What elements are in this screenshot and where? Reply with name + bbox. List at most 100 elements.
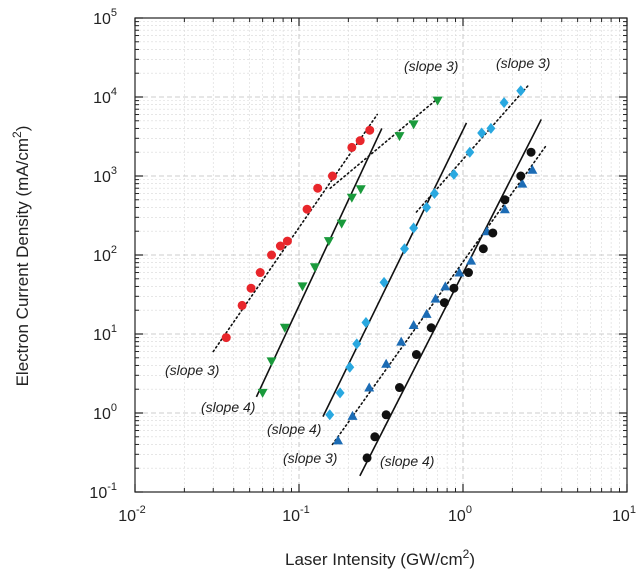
data-point [355, 136, 365, 146]
data-point [365, 125, 375, 135]
data-point [221, 333, 231, 343]
fit-line [331, 145, 547, 446]
data-points [221, 85, 538, 463]
data-point [327, 171, 337, 181]
data-point [466, 255, 477, 265]
data-point [381, 410, 391, 420]
y-tick-exponent: 2 [111, 244, 117, 256]
tick-marks [134, 17, 628, 493]
data-point [408, 319, 419, 329]
data-point [409, 222, 419, 234]
y-tick-exponent: 5 [111, 7, 117, 19]
x-tick-exponent: -1 [300, 504, 310, 516]
x-tick-exponent: -2 [136, 504, 146, 516]
data-point [347, 142, 357, 152]
tick-labels: 1 0 -2 10-1 100 101 10-1 100 101 102 103 1 0 4 105 [89, 7, 636, 525]
data-point [297, 282, 308, 292]
data-point [333, 435, 344, 445]
x-tick-label: 101 [612, 504, 636, 525]
data-point [361, 316, 371, 328]
x-axis-title: Laser Intensity (GW/cm2) [285, 547, 475, 569]
y-axis-title: Electron Current Density (mA/cm2) [10, 126, 32, 387]
data-point [408, 120, 419, 130]
data-point [426, 323, 436, 333]
data-point [411, 350, 421, 360]
annotation-slope-5: (slope 4) [267, 421, 321, 437]
annotation-slope-4: (slope 4) [201, 399, 255, 415]
y-tick-label: 10-1 [89, 481, 117, 502]
data-point [400, 243, 410, 255]
annotation-slope-6: (slope 3) [283, 450, 337, 466]
data-point [279, 323, 290, 333]
data-point [449, 168, 459, 180]
y-tick-exponent: 3 [111, 165, 117, 177]
y-tick-label: 102 [93, 244, 117, 265]
data-point [302, 204, 312, 214]
data-point [396, 336, 407, 346]
data-point [257, 388, 268, 398]
data-point [347, 410, 358, 420]
data-point [463, 268, 473, 278]
data-point [267, 250, 277, 260]
data-point [246, 283, 256, 293]
data-point [527, 164, 538, 174]
data-point [255, 268, 265, 278]
data-point [526, 147, 536, 157]
data-point [381, 358, 392, 368]
data-point [500, 195, 510, 205]
data-point [429, 188, 439, 200]
data-point [488, 228, 498, 238]
data-point [282, 236, 292, 246]
data-point [394, 383, 404, 393]
data-point [266, 357, 277, 367]
data-point [478, 244, 488, 254]
x-tick-exponent: 1 [630, 504, 636, 516]
y-tick-exponent: 0 [111, 402, 117, 414]
fit-line [359, 119, 542, 477]
data-point [499, 97, 509, 109]
data-point [454, 267, 465, 277]
x-tick-label: 10-1 [282, 504, 310, 525]
data-point [355, 185, 366, 195]
y-tick-label: 101 [93, 323, 117, 344]
grid-lines [134, 17, 628, 493]
data-point [421, 308, 432, 318]
data-point [335, 387, 345, 399]
data-point [362, 453, 372, 463]
x-tick-exponent: 0 [466, 504, 472, 516]
annotation-slope-7: (slope 4) [380, 453, 434, 469]
data-point [336, 219, 347, 229]
data-point [313, 183, 323, 193]
data-point [325, 409, 335, 421]
y-tick-exponent: 1 [111, 323, 117, 335]
x-tick-label: 100 [448, 504, 472, 525]
data-point [477, 127, 487, 139]
data-point [275, 241, 285, 251]
data-point [309, 263, 320, 273]
data-point [517, 178, 528, 188]
data-point [370, 432, 380, 442]
data-point [440, 281, 451, 291]
data-point [486, 122, 496, 134]
y-tick-label: 100 [93, 402, 117, 423]
fit-line [329, 96, 441, 190]
y-tick-label: 105 [93, 7, 117, 28]
fit-line [255, 128, 383, 398]
y-tick-label: 103 [93, 165, 117, 186]
data-point [346, 193, 357, 203]
data-point [439, 298, 449, 308]
data-point [432, 96, 443, 106]
fit-line [212, 113, 379, 353]
data-point [430, 293, 441, 303]
data-point [379, 276, 389, 288]
data-point [394, 132, 405, 142]
fit-lines [212, 84, 547, 477]
data-point [465, 146, 475, 158]
y-tick-exponent: 4 [111, 86, 117, 98]
y-tick-exponent: -1 [107, 481, 117, 493]
data-point [345, 361, 355, 373]
fit-line [322, 122, 468, 417]
data-point [516, 85, 526, 97]
data-point [499, 204, 510, 214]
